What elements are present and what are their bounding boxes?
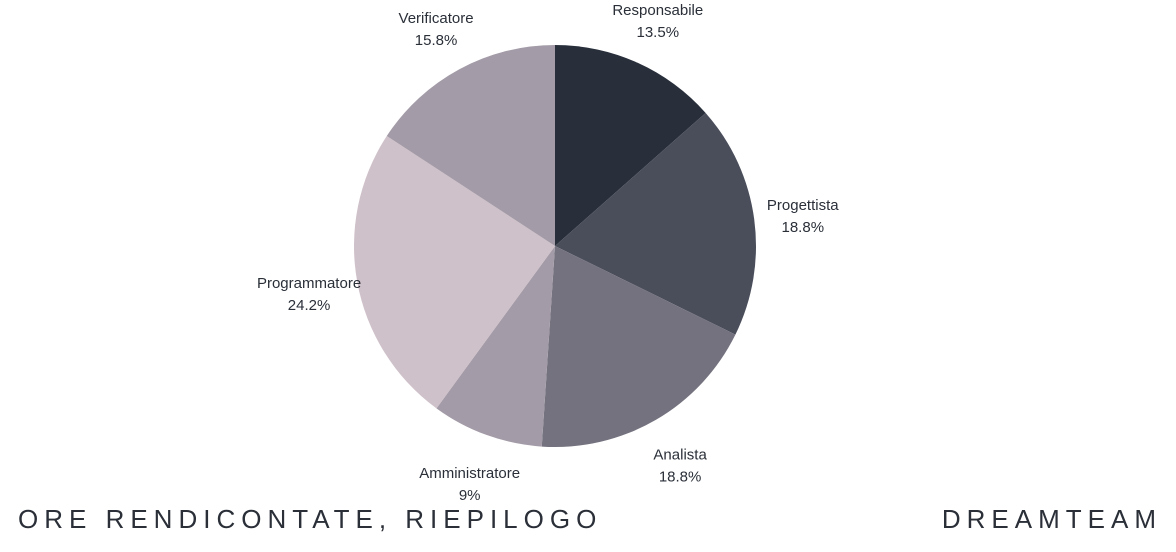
slice-name: Amministratore: [419, 465, 520, 482]
slice-value: 13.5%: [637, 24, 680, 41]
slice-value: 18.8%: [659, 468, 702, 485]
slice-label-responsabile: Responsabile 13.5%: [612, 2, 703, 41]
pie-slice-progettista: [555, 112, 756, 335]
pie-slice-amministratore: [436, 246, 555, 447]
pie-slice-responsabile: [555, 45, 706, 246]
slice-label-progettista: Progettista 18.8%: [767, 197, 839, 236]
pie-chart: Responsabile13.5%Progettista18.8%Analist…: [257, 2, 839, 500]
slice-value: 15.8%: [415, 32, 458, 49]
brand-name: DREAMTEAM: [941, 504, 1162, 534]
slice-label-verificatore: Verificatore 15.8%: [399, 10, 474, 49]
slice-name: Analista: [653, 446, 707, 463]
slice-name: Progettista: [767, 197, 839, 214]
slice-label-programmatore: Programmatore 24.2%: [257, 275, 361, 314]
page-title: ORE RENDICONTATE, RIEPILOGO: [18, 504, 603, 534]
slice-value: 9%: [459, 487, 481, 500]
slice-name: Programmatore: [257, 275, 361, 292]
slice-name: Verificatore: [399, 10, 474, 27]
pie-slice-programmatore: [354, 136, 555, 409]
slice-value: 24.2%: [288, 297, 331, 314]
pie-slice-analista: [541, 246, 736, 447]
slice-name: Responsabile: [612, 2, 703, 19]
slice-label-amministratore: Amministratore 9%: [419, 465, 520, 500]
slice-value: 18.8%: [782, 219, 825, 236]
slice-label-analista: Analista 18.8%: [653, 446, 707, 485]
pie-slice-verificatore: [386, 45, 555, 246]
